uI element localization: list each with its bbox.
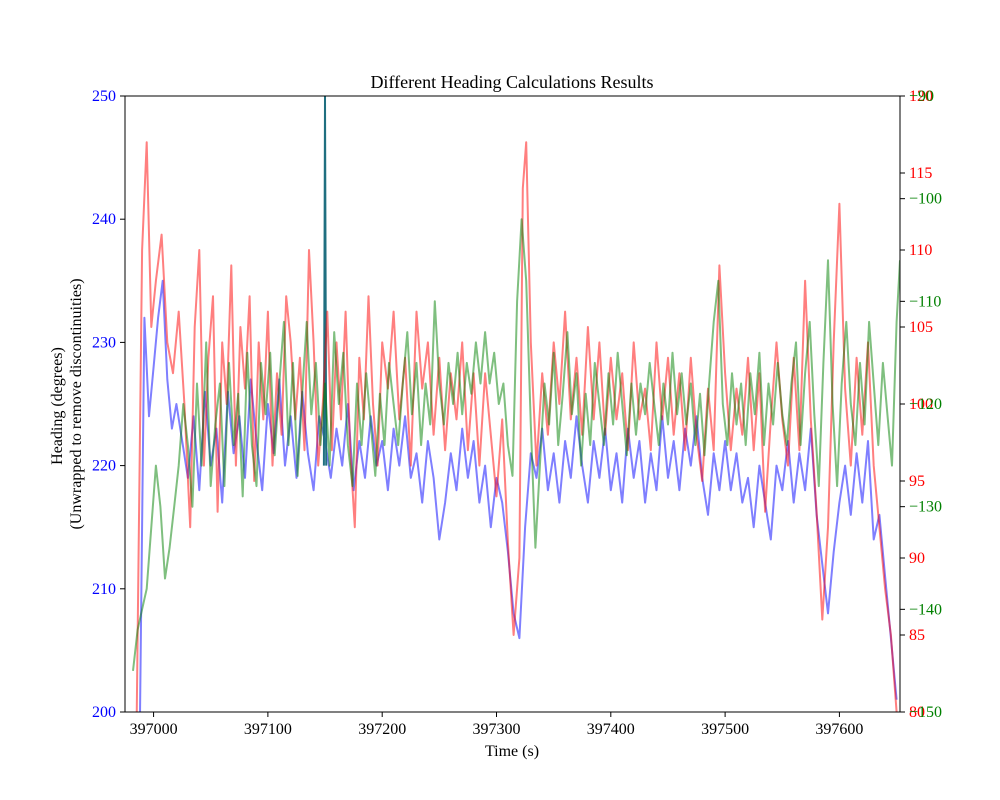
x-tick-label: 397600 [815,721,863,738]
right1-tick-label: 90 [909,550,925,567]
left-tick-label: 240 [92,211,116,228]
right2-tick-label: −100 [909,191,942,208]
right1-tick-label: 80 [909,704,925,721]
right1-tick-label: 95 [909,473,925,490]
left-tick-label: 200 [92,704,116,721]
left-tick-label: 210 [92,581,116,598]
right2-tick-label: −150 [909,704,942,721]
x-tick-label: 397200 [358,721,406,738]
x-tick-label: 397000 [130,721,178,738]
right1-tick-label: 105 [909,319,933,336]
left-tick-label: 230 [92,334,116,351]
left-tick-label: 250 [92,88,116,105]
axes: 397000 397100 397200 397300 397400 397500 3976… [92,88,942,738]
x-axis-label: Time (s) [485,743,539,760]
y-axis-label-line-1: Heading (degrees) [49,347,66,465]
right2-tick-label: −110 [909,293,941,310]
right1-tick-label: 120 [909,88,933,105]
right2-tick-label: −140 [909,601,942,618]
right2-tick-label: −130 [909,499,942,516]
right1-tick-label: 85 [909,627,925,644]
right1-tick-label: 115 [909,165,932,182]
series-line-right2-3 [132,218,900,672]
x-tick-label: 397400 [587,721,635,738]
right1-tick-label: 100 [909,396,933,413]
right2-tick-label: −90 [909,88,934,105]
chart-title: Different Heading Calculations Results [370,72,653,92]
right2-tick-label: −120 [909,396,942,413]
right1-tick-label: 110 [909,242,932,259]
left-tick-label: 220 [92,458,116,475]
x-tick-label: 397500 [701,721,749,738]
y-axis-label: Heading (degrees) (Unwrapped to remove d… [49,278,85,529]
x-tick-label: 397300 [472,721,520,738]
x-tick-label: 397100 [244,721,292,738]
y-axis-label-line-2: (Unwrapped to remove discontinuities) [68,278,85,529]
plot-area [132,96,900,712]
